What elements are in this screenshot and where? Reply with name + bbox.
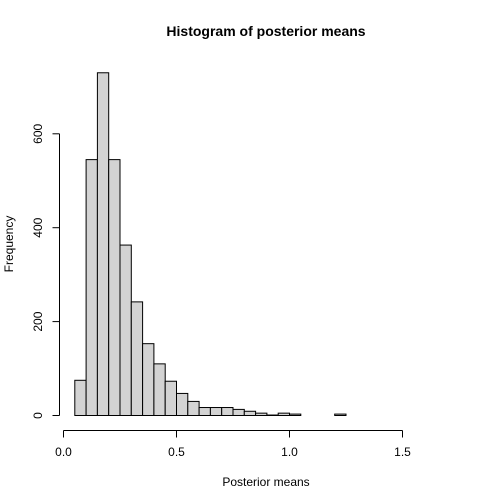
x-axis: 0.0 0.5 1.0 1.5	[55, 430, 411, 459]
histogram-bar	[334, 413, 347, 416]
bars-group	[74, 72, 347, 417]
histogram-bar	[130, 301, 144, 417]
x-tick-label: 0.0	[55, 445, 72, 459]
histogram-bar	[198, 407, 211, 416]
histogram-bar	[243, 410, 257, 416]
y-tick-label: 200	[31, 311, 45, 331]
histogram-bar	[277, 412, 291, 416]
histogram-bar	[176, 392, 189, 416]
histogram-bar	[96, 72, 110, 417]
x-tick-label: 1.5	[394, 445, 411, 459]
chart-title: Histogram of posterior means	[166, 23, 365, 39]
histogram-bar	[221, 407, 234, 416]
y-axis: 0 200 400 600	[31, 123, 60, 419]
histogram-bar	[153, 363, 166, 416]
histogram-bar	[187, 400, 200, 417]
histogram-bar	[142, 343, 155, 417]
histogram-bar	[119, 244, 132, 416]
histogram-bar	[74, 379, 87, 417]
x-tick-label: 1.0	[281, 445, 298, 459]
histogram-bar	[108, 159, 121, 416]
y-tick-label: 400	[31, 217, 45, 237]
histogram-bar	[289, 413, 302, 416]
histogram-bar	[164, 380, 177, 417]
y-tick-label: 0	[31, 412, 45, 419]
x-axis-label: Posterior means	[222, 475, 309, 489]
y-axis-label: Frequency	[2, 216, 16, 273]
histogram-bar	[255, 412, 268, 416]
histogram-bar	[209, 407, 223, 416]
y-tick-label: 600	[31, 123, 45, 143]
x-tick-label: 0.5	[168, 445, 185, 459]
histogram-bar	[85, 159, 98, 416]
histogram-bar	[232, 408, 245, 416]
